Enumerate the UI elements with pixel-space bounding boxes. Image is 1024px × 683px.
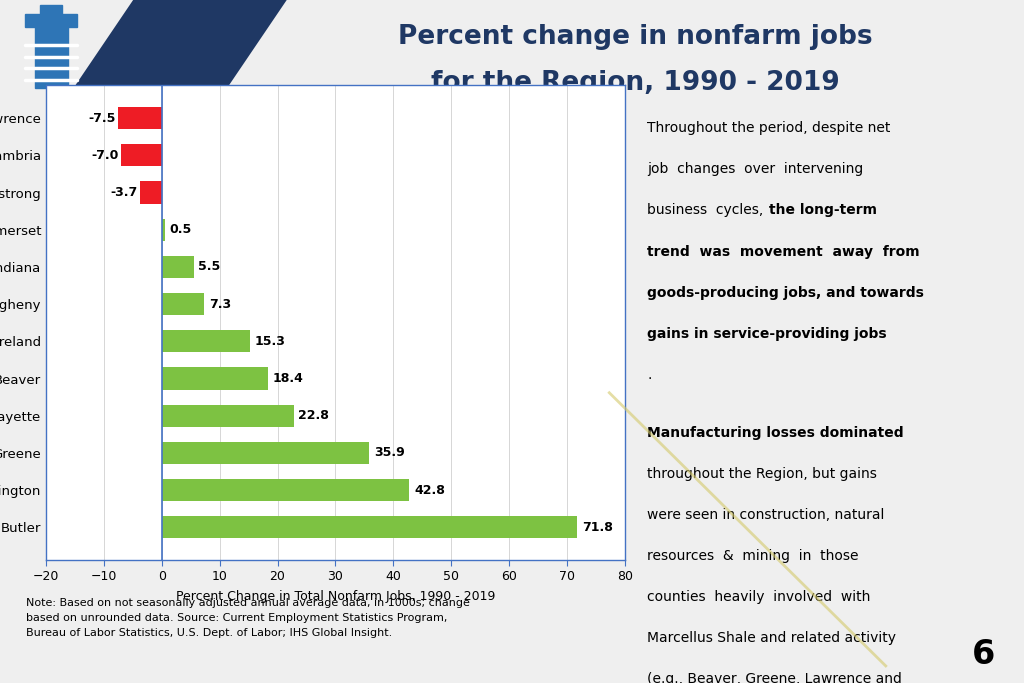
Bar (119, 107, 162, 129)
Text: 42.8: 42.8 (414, 484, 444, 497)
Bar (162, 516, 578, 538)
Text: Manufacturing losses dominated: Manufacturing losses dominated (647, 426, 904, 440)
Bar (162, 219, 165, 241)
Text: for the Region, 1990 - 2019: for the Region, 1990 - 2019 (430, 70, 840, 96)
Text: Note: Based on not seasonally adjusted annual average data, in 1000s; change
bas: Note: Based on not seasonally adjusted a… (26, 598, 469, 638)
Text: 15.3: 15.3 (255, 335, 286, 348)
Text: goods-producing jobs, and towards: goods-producing jobs, and towards (647, 285, 925, 300)
Text: 71.8: 71.8 (582, 521, 612, 534)
Text: 7.3: 7.3 (209, 298, 230, 311)
Text: 6: 6 (972, 637, 995, 671)
Text: were seen in construction, natural: were seen in construction, natural (647, 507, 885, 522)
X-axis label: Percent Change in Total Nonfarm Jobs, 1990 - 2019: Percent Change in Total Nonfarm Jobs, 19… (176, 590, 495, 603)
Bar (140, 182, 162, 204)
Text: counties  heavily  involved  with: counties heavily involved with (647, 590, 870, 604)
Text: resources  &  mining  in  those: resources & mining in those (647, 549, 859, 563)
Text: trend  was  movement  away  from: trend was movement away from (647, 245, 921, 259)
Bar (26, 14, 77, 27)
Bar (35, 16, 68, 87)
Text: (e.g., Beaver, Greene, Lawrence and: (e.g., Beaver, Greene, Lawrence and (647, 672, 902, 683)
Text: -7.5: -7.5 (88, 111, 116, 124)
Text: throughout the Region, but gains: throughout the Region, but gains (647, 466, 878, 481)
Text: 5.5: 5.5 (199, 260, 220, 273)
Text: .: . (647, 368, 652, 382)
Text: 18.4: 18.4 (272, 372, 304, 385)
Bar (162, 293, 204, 316)
Bar (162, 255, 194, 278)
Text: -3.7: -3.7 (111, 186, 137, 199)
Bar (121, 144, 162, 167)
Text: 0.5: 0.5 (169, 223, 191, 236)
Text: business  cycles,: business cycles, (647, 204, 772, 217)
Polygon shape (61, 0, 287, 106)
Bar (162, 404, 294, 427)
Bar (162, 442, 370, 464)
Text: Marcellus Shale and related activity: Marcellus Shale and related activity (647, 631, 896, 645)
Text: gains in service-providing jobs: gains in service-providing jobs (647, 326, 887, 341)
Text: the long-term: the long-term (769, 204, 877, 217)
Text: 22.8: 22.8 (298, 409, 329, 422)
Bar (162, 330, 250, 352)
Bar (162, 479, 410, 501)
Bar (40, 5, 62, 14)
Text: -7.0: -7.0 (91, 149, 119, 162)
Text: 35.9: 35.9 (374, 447, 404, 460)
Text: job  changes  over  intervening: job changes over intervening (647, 163, 863, 176)
Text: Percent change in nonfarm jobs: Percent change in nonfarm jobs (397, 24, 872, 50)
Bar (162, 367, 268, 390)
Text: Throughout the period, despite net: Throughout the period, despite net (647, 121, 891, 135)
